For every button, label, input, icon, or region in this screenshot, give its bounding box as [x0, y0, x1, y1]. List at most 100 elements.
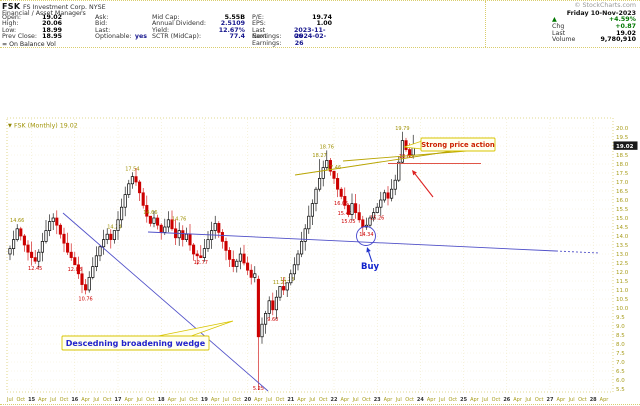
candle-body [332, 170, 336, 179]
candle-body [246, 262, 250, 271]
candle-body [296, 253, 300, 266]
candle-body [87, 277, 91, 291]
candle-body [116, 219, 120, 231]
candle-body [357, 212, 361, 221]
candle-body [15, 228, 19, 240]
candle-body [69, 251, 73, 258]
quote-value: 77.4 [229, 33, 245, 41]
candle-body [102, 239, 106, 248]
quote-column-1: Open: 19.02 High: 20.06 Low: 18.99 Prev Clo… [2, 14, 62, 41]
y-axis-label: 7.0 [616, 360, 625, 366]
y-axis-label: 20.0 [616, 126, 629, 132]
quote-label: SCTR (MidCap): [152, 33, 202, 41]
x-axis-month-label: Apr [513, 397, 523, 403]
quote-label: Last Earnings: [252, 26, 282, 41]
candle-body [361, 219, 365, 228]
x-axis-month-label: Apr [384, 397, 394, 403]
quote-label: Last: [95, 26, 111, 34]
quote-field-last-earnings: Last Earnings: 2023-11-06 [252, 26, 332, 41]
candle-body [98, 246, 102, 257]
chart-legend: FSK (Monthly) 19.02 [14, 123, 78, 130]
y-axis-label: 12.0 [616, 270, 629, 276]
industry-label: Financial / Asset Managers [2, 10, 86, 17]
candle-body [264, 313, 268, 325]
x-axis-month-label: Oct [448, 397, 457, 403]
percent-change: +4.59% [608, 16, 636, 23]
candle-body [55, 217, 59, 226]
quote-label: Annual Dividend: [152, 20, 206, 28]
candle-body [274, 296, 278, 311]
candle-body [148, 215, 152, 224]
x-axis-year-label: 15 [28, 397, 35, 403]
candle-body [217, 223, 221, 233]
price-low-label: 9.60 [267, 317, 278, 323]
price-high-label: 14.66 [143, 210, 157, 216]
x-axis-month-label: Oct [578, 397, 587, 403]
candle-body [393, 179, 397, 190]
candle-body [224, 241, 228, 251]
x-axis-month-label: Oct [405, 397, 414, 403]
quote-field-last: Last: [95, 26, 147, 34]
quote-label: Volume [552, 36, 576, 44]
quote-field-eps: EPS: 1.00 [252, 20, 332, 27]
quote-date: Friday 10-Nov-2023 [566, 10, 636, 17]
y-axis-label: 11.5 [616, 279, 629, 285]
annotation-callout [61, 335, 210, 351]
x-axis-month-label: Jul [395, 397, 402, 403]
y-axis-label: 9.5 [616, 315, 625, 321]
candle-body [289, 273, 293, 284]
candle-body [400, 140, 404, 163]
y-axis-label: 6.0 [616, 378, 625, 384]
quote-field-ask: Ask: [95, 14, 147, 21]
y-axis-label: 8.5 [616, 333, 625, 339]
candle-body [328, 160, 332, 172]
candle-body [213, 223, 217, 231]
quote-label: Prev Close: [2, 33, 38, 41]
quote-field-low: Low: 18.99 [2, 27, 62, 34]
quote-value: 5.55B [224, 14, 245, 21]
y-axis-label: 5.5 [616, 387, 625, 393]
candle-body [285, 282, 289, 291]
candle-body [156, 217, 160, 226]
price-low-label: 12.88 [68, 267, 82, 273]
candle-body [346, 205, 350, 215]
candle-body [192, 244, 196, 255]
quote-label: Mid Cap: [152, 14, 180, 21]
x-axis-month-label: Jul [92, 397, 99, 403]
x-axis-month-label: Apr [124, 397, 134, 403]
buy-circle [356, 226, 376, 246]
x-axis-month-label: Oct [362, 397, 371, 403]
x-axis-year-label: 19 [201, 397, 208, 403]
x-axis-month-label: Jul [481, 397, 488, 403]
price-high-label: 19.79 [395, 126, 409, 132]
quote-label: Open: [2, 14, 21, 21]
candle-body [375, 206, 379, 213]
percent-change-row: ▲ +4.59% [552, 16, 636, 24]
quote-value: 19.74 [312, 14, 332, 21]
candle-body [249, 269, 253, 278]
x-axis-month-label: Apr [470, 397, 480, 403]
x-axis-month-label: Apr [427, 397, 437, 403]
candle-body [8, 248, 12, 255]
candle-body [282, 286, 286, 291]
candle-body [260, 323, 264, 338]
candle-body [138, 181, 142, 194]
candle-body [19, 228, 23, 237]
price-low-label: 10.76 [78, 296, 92, 302]
trendline [62, 212, 269, 392]
candle-body [40, 241, 44, 253]
quote-value: 19.02 [42, 14, 62, 21]
quote-label: High: [2, 20, 19, 28]
price-low-label: 14.34 [359, 232, 373, 238]
divider [0, 0, 640, 1]
price-high-label: 17.54 [125, 166, 139, 172]
x-axis-month-label: Oct [60, 397, 69, 403]
candle-body [130, 176, 134, 185]
candle-body [199, 255, 203, 258]
candle-body [145, 205, 149, 217]
x-axis-month-label: Apr [297, 397, 307, 403]
divider [0, 47, 640, 48]
divider [0, 404, 640, 405]
